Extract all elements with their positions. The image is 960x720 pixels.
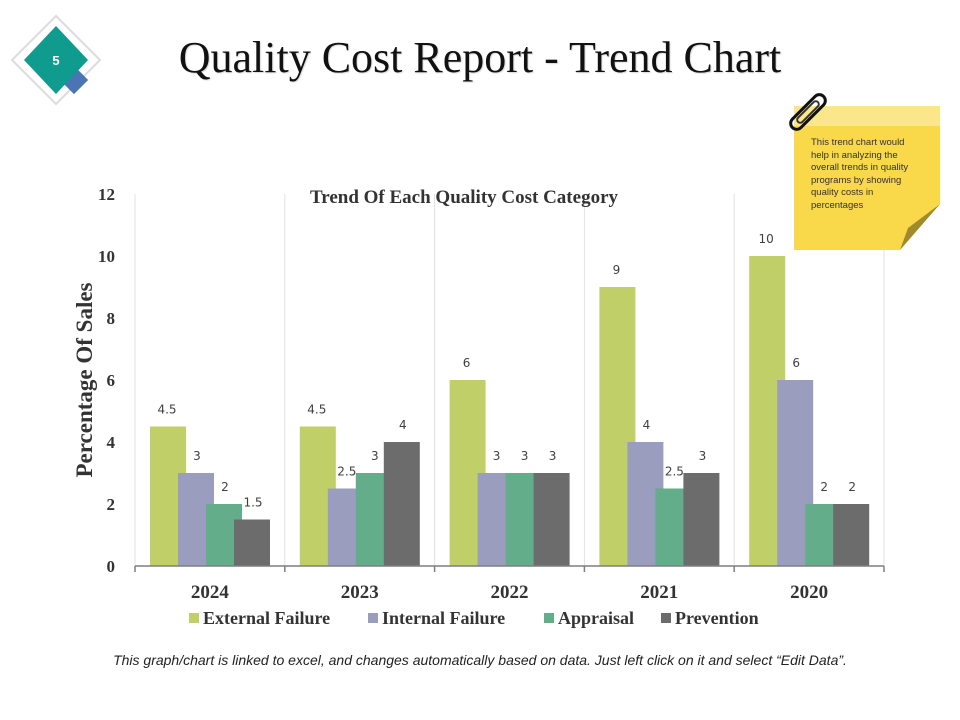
x-tick-label: 2020: [790, 582, 828, 603]
chart-grid: [134, 194, 885, 566]
legend-label: External Failure: [203, 608, 330, 628]
bar-prevention: [533, 473, 570, 566]
y-tick-label: 10: [98, 247, 115, 266]
sticky-note: [794, 106, 940, 250]
data-label: 6: [792, 356, 800, 370]
sticky-note-top-band: [794, 106, 940, 126]
chart-data-labels: 4.5 4.5 6 9 10 3 2.5 3 4 6 2 3 3 2.5 2 1.5 4 3 3 2: [157, 232, 856, 510]
y-tick-label: 4: [107, 433, 116, 452]
page-title: Quality Cost Report - Trend Chart: [178, 33, 782, 82]
data-label: 3: [193, 449, 201, 463]
x-tick-label: 2024: [191, 582, 230, 603]
data-label: 4: [643, 418, 651, 432]
paperclip-icon: [789, 93, 827, 131]
data-label: 1.5: [243, 496, 262, 510]
legend-label: Internal Failure: [382, 608, 505, 628]
badge-diamond: [24, 26, 88, 94]
data-label: 3: [699, 449, 707, 463]
data-label: 3: [493, 449, 501, 463]
legend-label: Appraisal: [558, 608, 634, 628]
y-tick-label: 12: [98, 185, 115, 204]
legend-label: Prevention: [675, 608, 759, 628]
chart-bars: [150, 256, 870, 566]
legend-swatch: [189, 613, 199, 623]
sticky-note-text: This trend chart would help in analyzing…: [811, 137, 909, 211]
y-tick-label: 2: [107, 495, 116, 514]
chart-axes: 0 2 4 6 8 10 12 2024 2023 2022 2021 2020: [98, 185, 885, 603]
data-label: 2: [848, 480, 856, 494]
data-label: 2.5: [665, 465, 684, 479]
bar-prevention: [683, 473, 720, 566]
data-label: 4.5: [307, 403, 326, 417]
sticky-note-fold: [900, 204, 940, 250]
x-tick-label: 2022: [491, 582, 529, 603]
data-label: 9: [613, 263, 621, 277]
data-label: 2: [221, 480, 229, 494]
x-tick-label: 2021: [640, 582, 678, 603]
footer-note: This graph/chart is linked to excel, and…: [113, 652, 847, 668]
bar-prevention: [234, 519, 270, 566]
chart-title: Trend Of Each Quality Cost Category: [310, 187, 619, 208]
x-tick-label: 2023: [341, 582, 379, 603]
data-label: 10: [759, 232, 774, 246]
data-label: 4: [399, 418, 407, 432]
data-label: 4.5: [157, 403, 176, 417]
data-label: 6: [463, 356, 471, 370]
data-label: 3: [549, 449, 557, 463]
y-axis-label: Percentage Of Sales: [72, 282, 97, 477]
data-label: 2.5: [337, 465, 356, 479]
bar-prevention: [383, 442, 420, 566]
sticky-note-body: [794, 106, 940, 250]
legend-swatch: [544, 613, 554, 623]
data-label: 3: [521, 449, 529, 463]
slide-number-badge: 5: [10, 14, 102, 106]
chart-legend: External Failure Internal Failure Appraisa…: [189, 608, 759, 628]
bar-prevention: [833, 504, 870, 566]
data-label: 3: [371, 449, 379, 463]
y-tick-label: 8: [107, 309, 116, 328]
slide-number: 5: [52, 53, 59, 68]
y-tick-label: 6: [107, 371, 116, 390]
y-tick-label: 0: [107, 557, 116, 576]
data-label: 2: [820, 480, 828, 494]
legend-swatch: [368, 613, 378, 623]
legend-swatch: [661, 613, 671, 623]
